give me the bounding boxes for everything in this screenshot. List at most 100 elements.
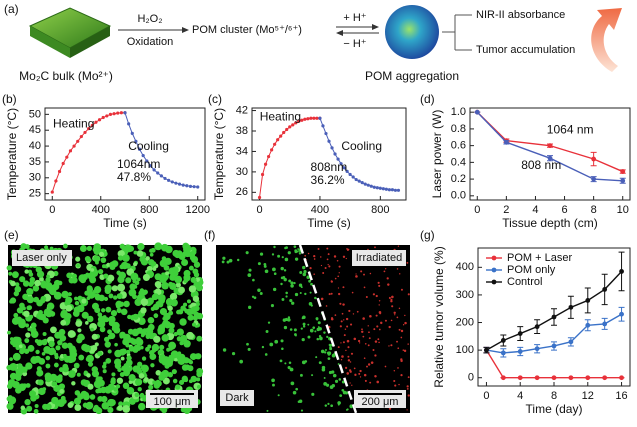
- cell: [324, 266, 327, 270]
- cell: [294, 257, 299, 261]
- cell: [326, 335, 329, 338]
- deprotonate: − H⁺: [343, 38, 366, 50]
- cell: [50, 326, 57, 334]
- cell: [111, 285, 118, 292]
- cell: [13, 290, 20, 297]
- cell: [280, 266, 284, 271]
- cell: [93, 255, 101, 263]
- cell: [323, 331, 326, 334]
- data-point: [188, 184, 193, 188]
- cell: [324, 349, 327, 352]
- cell: [338, 292, 341, 296]
- cell: [89, 394, 96, 400]
- cell: [122, 254, 130, 262]
- cell: [61, 290, 69, 299]
- cell: [320, 264, 323, 267]
- cell: [9, 357, 13, 361]
- cell: [289, 298, 293, 303]
- y-tick-label: 42: [236, 104, 248, 116]
- cell: [324, 404, 328, 407]
- cell: [326, 258, 329, 261]
- cell: [154, 242, 163, 251]
- cell: [43, 338, 48, 343]
- cell: [155, 379, 161, 385]
- cell: [16, 307, 24, 314]
- annotation: 1064nm: [117, 157, 160, 171]
- cell: [188, 285, 197, 293]
- cell: [85, 321, 89, 325]
- data-point: [119, 111, 123, 115]
- data-point: [366, 183, 370, 187]
- cell: [29, 314, 34, 319]
- cell: [92, 406, 99, 413]
- cell: [327, 351, 332, 356]
- cell: [190, 276, 197, 284]
- cell: [281, 256, 284, 259]
- cell: [148, 384, 154, 390]
- cell: [333, 255, 337, 258]
- cell: [310, 282, 313, 286]
- data-point: [294, 121, 298, 125]
- cell: [172, 298, 177, 304]
- cell: [27, 269, 33, 274]
- cell: [272, 383, 275, 387]
- cell: [71, 381, 76, 386]
- cell: [137, 277, 141, 282]
- x-tick-label: 8: [591, 204, 597, 216]
- cell: [153, 335, 161, 343]
- cell: [370, 361, 374, 364]
- cell: [18, 344, 23, 349]
- data-point: [568, 304, 574, 310]
- cell: [76, 372, 81, 377]
- caption-box: [352, 250, 406, 266]
- y-tick-label: 30: [236, 166, 248, 178]
- cell: [179, 318, 187, 326]
- data-point: [54, 179, 58, 183]
- caption-box: [220, 390, 254, 406]
- cell: [289, 367, 294, 372]
- cell: [342, 286, 345, 289]
- cell: [134, 378, 143, 386]
- cell: [100, 257, 107, 264]
- cell: [283, 269, 287, 272]
- data-point: [297, 119, 301, 123]
- cell: [86, 373, 91, 378]
- cell: [352, 313, 355, 315]
- cell: [55, 345, 61, 351]
- cell: [91, 333, 98, 340]
- cell: [399, 273, 401, 275]
- cell: [119, 334, 124, 339]
- cell: [162, 377, 170, 385]
- x-tick-label: 6: [561, 204, 567, 216]
- cell: [97, 268, 104, 275]
- cell: [342, 255, 346, 258]
- y-tick-label: 40: [29, 140, 41, 152]
- data-point: [393, 188, 398, 192]
- cell: [349, 382, 351, 384]
- x-tick-label: 2: [503, 204, 509, 216]
- cell: [106, 262, 111, 267]
- cell: [386, 277, 389, 280]
- cell: [108, 320, 115, 327]
- cell: [304, 254, 307, 257]
- cell: [62, 365, 69, 373]
- cell: [142, 396, 148, 402]
- cell: [85, 272, 90, 277]
- cell: [363, 357, 366, 360]
- cell: [24, 398, 31, 406]
- cell: [143, 373, 148, 378]
- cell: [403, 349, 407, 353]
- cell: [98, 320, 106, 328]
- x-tick-label: 0: [256, 204, 262, 216]
- cell: [374, 246, 376, 249]
- cell: [121, 365, 127, 372]
- cell: [125, 343, 130, 348]
- cell: [23, 348, 30, 354]
- series-line: [485, 349, 622, 379]
- data-point: [484, 347, 489, 353]
- y-tick-label: 30: [29, 172, 41, 184]
- data-point: [163, 176, 167, 181]
- cell: [313, 254, 316, 258]
- series-label: 1064 nm: [547, 122, 594, 136]
- cell: [364, 379, 367, 382]
